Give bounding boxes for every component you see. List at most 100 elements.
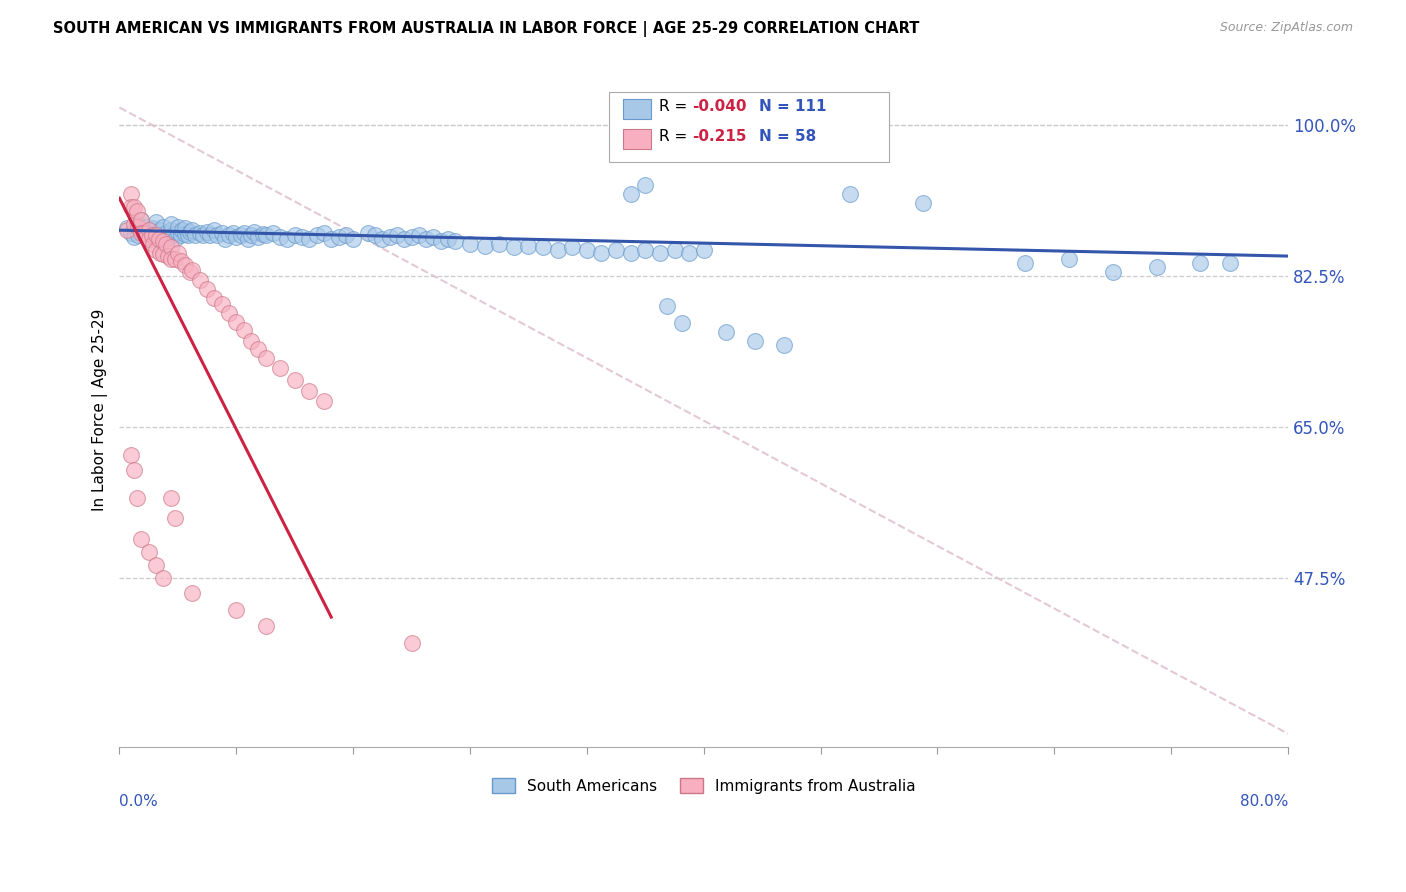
Point: [155, 226, 177, 240]
Point: [430, 235, 453, 249]
Point: [181, 223, 204, 237]
Point: [664, 243, 686, 257]
Point: [531, 240, 554, 254]
Point: [134, 226, 156, 240]
Point: [222, 226, 245, 240]
Point: [269, 230, 291, 244]
Text: R =: R =: [659, 129, 688, 145]
Point: [444, 235, 467, 249]
Point: [254, 228, 277, 243]
Point: [262, 226, 284, 240]
Point: [321, 232, 343, 246]
Point: [284, 373, 307, 387]
Point: [415, 232, 437, 246]
Point: [671, 317, 693, 331]
Point: [547, 243, 569, 257]
Point: [152, 235, 174, 249]
Point: [911, 195, 934, 210]
Point: [163, 232, 186, 246]
Text: 0.0%: 0.0%: [120, 794, 159, 809]
Point: [156, 249, 179, 263]
Point: [131, 212, 153, 227]
Point: [138, 232, 160, 246]
Point: [254, 351, 277, 365]
Point: [159, 223, 181, 237]
Point: [225, 315, 247, 329]
Point: [620, 186, 643, 201]
Point: [408, 228, 430, 243]
Point: [162, 228, 184, 243]
Point: [364, 228, 387, 243]
Point: [179, 225, 201, 239]
Point: [239, 334, 262, 348]
Point: [152, 219, 174, 234]
Point: [744, 334, 766, 348]
Point: [335, 228, 357, 243]
Point: [159, 491, 181, 505]
Point: [458, 237, 481, 252]
Point: [149, 223, 172, 237]
Point: [159, 217, 181, 231]
Point: [591, 245, 613, 260]
Point: [838, 186, 860, 201]
Point: [276, 232, 298, 246]
Point: [714, 325, 737, 339]
Point: [159, 240, 181, 254]
Point: [145, 558, 167, 573]
Point: [163, 510, 186, 524]
Point: [236, 232, 259, 246]
Point: [305, 228, 328, 243]
Point: [575, 243, 598, 257]
Point: [437, 232, 460, 246]
Point: [127, 228, 149, 243]
Point: [232, 226, 254, 240]
Point: [401, 636, 423, 650]
Point: [225, 230, 247, 244]
Legend: South Americans, Immigrants from Australia: South Americans, Immigrants from Austral…: [485, 772, 922, 799]
Point: [159, 252, 181, 266]
Point: [174, 221, 197, 235]
Point: [634, 243, 657, 257]
Point: [298, 384, 321, 398]
Point: [125, 491, 148, 505]
Point: [138, 225, 160, 239]
Point: [1101, 265, 1123, 279]
Point: [191, 228, 214, 243]
Point: [357, 226, 380, 240]
Point: [167, 219, 190, 234]
Point: [342, 232, 364, 246]
Point: [218, 306, 240, 320]
Point: [657, 299, 679, 313]
Text: -0.040: -0.040: [692, 99, 747, 114]
Point: [648, 245, 671, 260]
Point: [134, 227, 156, 242]
Point: [174, 258, 197, 272]
Point: [122, 463, 145, 477]
Point: [371, 232, 394, 246]
Point: [170, 228, 193, 243]
Point: [149, 245, 172, 260]
Point: [502, 240, 524, 254]
Point: [561, 240, 583, 254]
Point: [179, 265, 201, 279]
Point: [152, 571, 174, 585]
Point: [488, 237, 510, 252]
Point: [247, 343, 270, 357]
Point: [141, 228, 163, 243]
Point: [131, 533, 153, 547]
Point: [214, 232, 236, 246]
Point: [125, 217, 148, 231]
Point: [385, 228, 408, 243]
Point: [634, 178, 657, 193]
Point: [188, 226, 211, 240]
Point: [131, 223, 153, 237]
Point: [378, 230, 401, 244]
Point: [401, 230, 423, 244]
Point: [120, 200, 142, 214]
Point: [252, 227, 274, 241]
Point: [211, 297, 233, 311]
Point: [218, 228, 240, 243]
Point: [155, 237, 177, 252]
Point: [138, 545, 160, 559]
Point: [620, 245, 643, 260]
